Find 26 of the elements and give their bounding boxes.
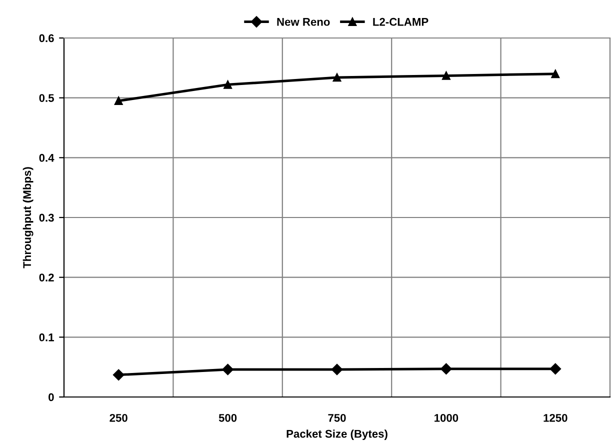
y-axis-title: Throughput (Mbps): [22, 167, 34, 268]
x-tick-label: 500: [218, 414, 237, 422]
y-tick-label: 0.5: [39, 94, 54, 102]
point: [440, 363, 452, 374]
x-tick-label: 1250: [544, 414, 568, 422]
y-tick-label: 0.4: [39, 154, 54, 162]
point: [442, 72, 450, 80]
point: [551, 70, 560, 78]
point: [112, 369, 124, 380]
y-tick-label: 0.2: [39, 274, 54, 282]
y-tick-label: 0: [48, 393, 54, 402]
point: [331, 364, 343, 376]
point: [222, 364, 234, 376]
x-tick-label: 750: [328, 414, 346, 422]
x-tick-label: 250: [110, 414, 128, 422]
y-tick-label: 0.6: [39, 34, 54, 42]
point: [224, 80, 232, 89]
point: [550, 363, 562, 374]
y-tick-label: 0.3: [39, 214, 54, 222]
x-axis-title: Packet Size (Bytes): [286, 430, 388, 440]
point: [332, 73, 342, 82]
x-tick-label: 1000: [434, 414, 458, 422]
point: [114, 96, 123, 105]
y-tick-label: 0.1: [39, 333, 54, 342]
legend-label: L2-CLAMP: [373, 18, 428, 26]
legend-label: New Reno: [277, 18, 330, 26]
